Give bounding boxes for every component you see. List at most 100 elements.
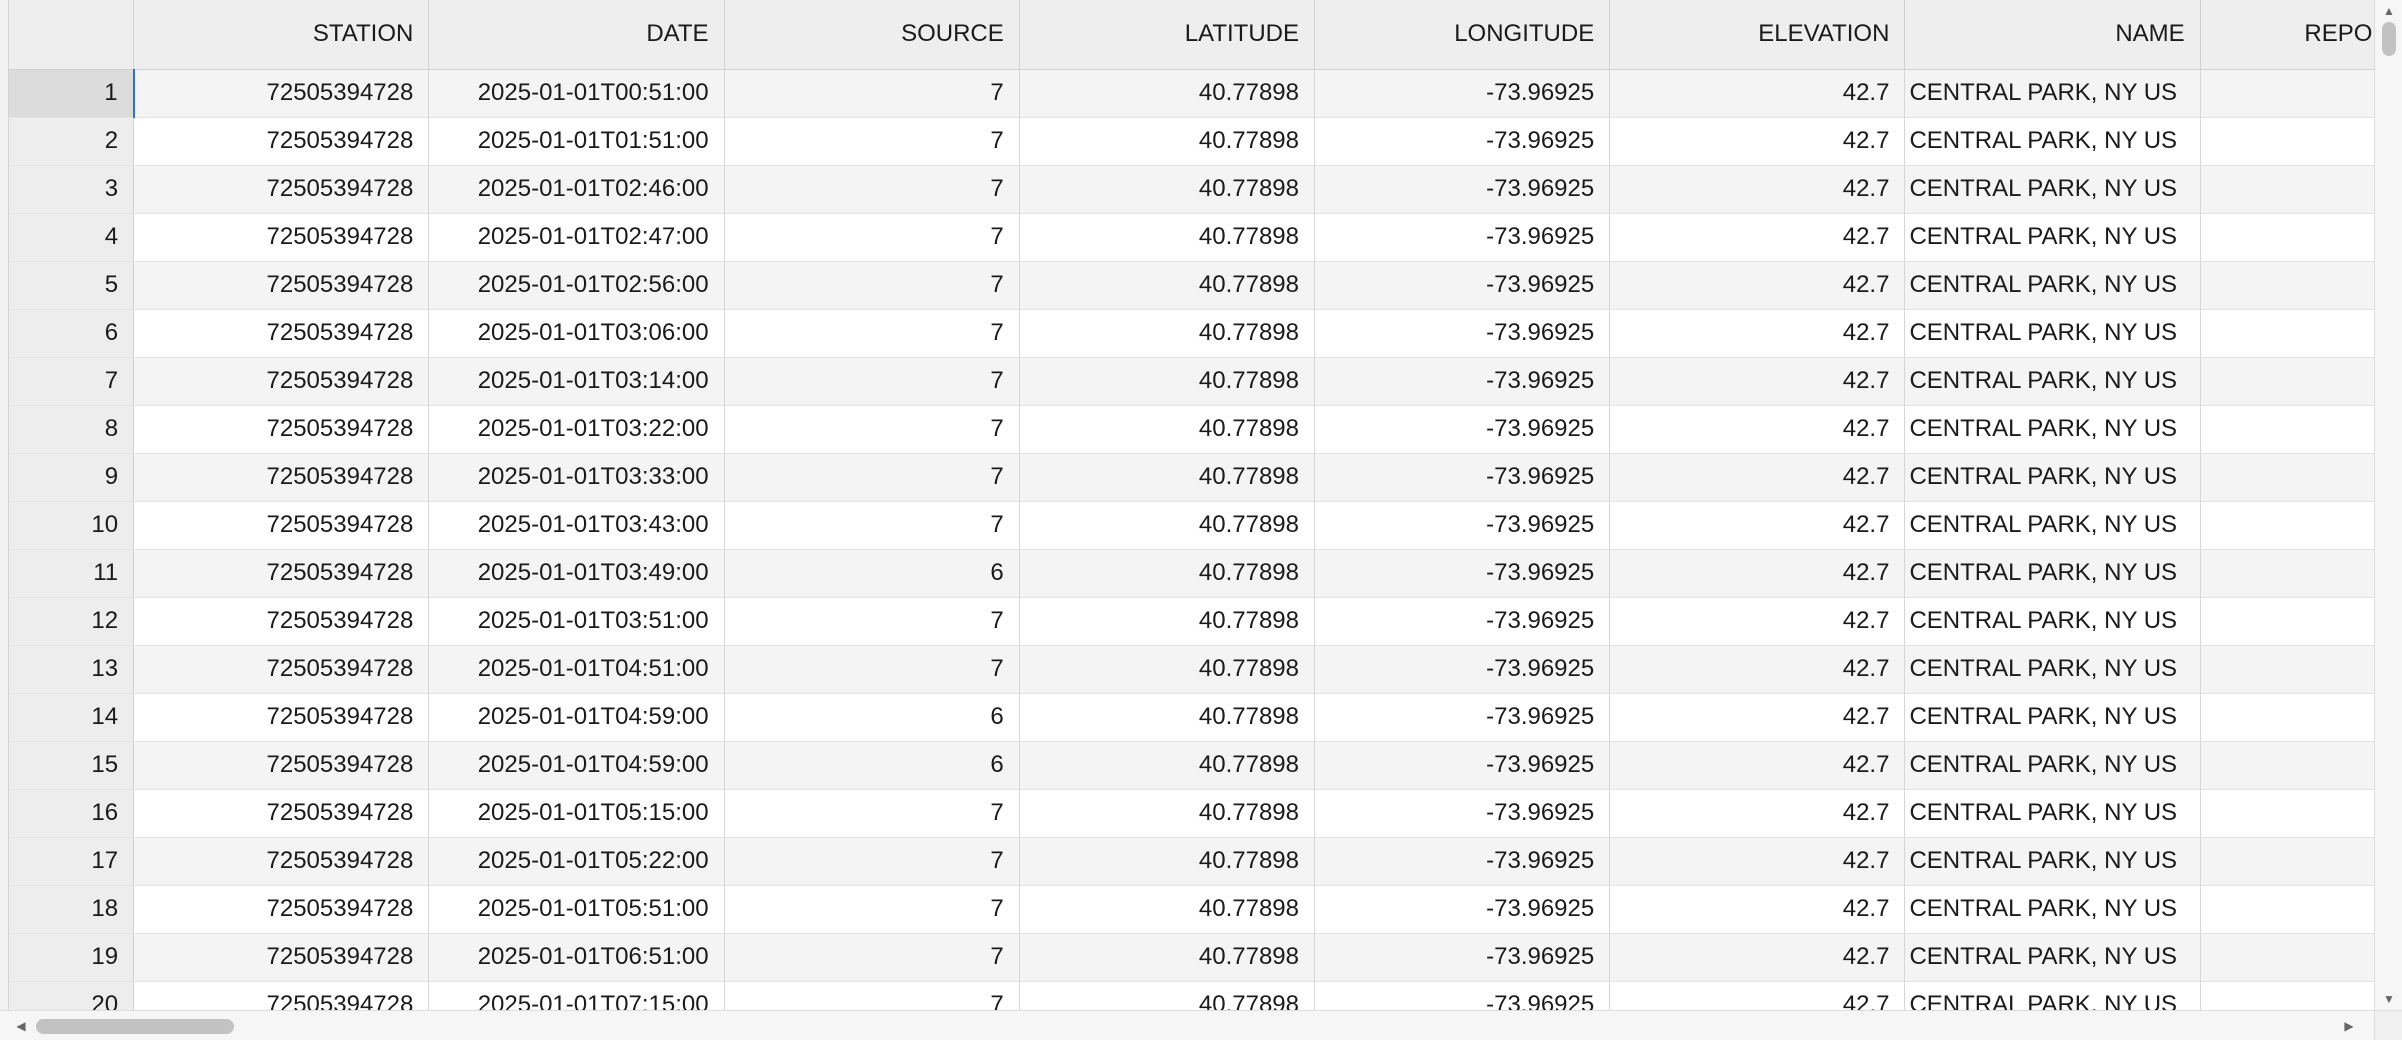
cell-report-type[interactable]: FM-16 [2200,837,2374,886]
cell-latitude[interactable]: 40.77898 [1019,645,1316,694]
cell-report-type[interactable]: FM-16 [2200,309,2374,358]
row-number[interactable]: 18 [8,885,135,934]
cell-station[interactable]: 72505394728 [132,69,430,118]
cell-date[interactable]: 2025-01-01T03:33:00 [428,453,725,502]
cell-elevation[interactable]: 42.7 [1609,981,1906,1010]
cell-elevation[interactable]: 42.7 [1609,117,1906,166]
cell-source[interactable]: 7 [724,357,1020,406]
cell-source[interactable]: 7 [724,933,1020,982]
table-row[interactable]: 10 72505394728 2025-01-01T03:43:00 7 40.7789… [8,501,2374,550]
cell-latitude[interactable]: 40.77898 [1019,453,1316,502]
cell-source[interactable]: 7 [724,837,1020,886]
row-number[interactable]: 20 [8,981,135,1010]
cell-latitude[interactable]: 40.77898 [1019,405,1316,454]
cell-name[interactable]: CENTRAL PARK, NY US [1904,885,2201,934]
cell-station[interactable]: 72505394728 [133,885,430,934]
cell-report-type[interactable]: FM-16 [2200,501,2374,550]
table-row[interactable]: 7 72505394728 2025-01-01T03:14:00 7 40.77898… [8,357,2374,406]
cell-station[interactable]: 72505394728 [133,117,430,166]
cell-date[interactable]: 2025-01-01T03:43:00 [428,501,725,550]
cell-name[interactable]: CENTRAL PARK, NY US [1904,933,2201,982]
cell-longitude[interactable]: -73.96925 [1314,597,1611,646]
cell-elevation[interactable]: 42.7 [1609,933,1906,982]
cell-report-type[interactable]: FM-16 [2200,549,2374,598]
cell-name[interactable]: CENTRAL PARK, NY US [1904,981,2201,1010]
horizontal-scrollbar[interactable]: ◀ ▶ [0,1010,2374,1040]
cell-name[interactable]: CENTRAL PARK, NY US [1904,645,2201,694]
row-number[interactable]: 4 [8,213,135,262]
cell-station[interactable]: 72505394728 [133,741,430,790]
scroll-up-arrow-icon[interactable]: ▲ [2383,4,2395,18]
cell-elevation[interactable]: 42.7 [1609,549,1906,598]
cell-source[interactable]: 7 [724,213,1020,262]
column-header-date[interactable]: DATE [428,0,725,70]
row-number[interactable]: 10 [8,501,135,550]
cell-latitude[interactable]: 40.77898 [1019,309,1316,358]
table-row[interactable]: 17 72505394728 2025-01-01T05:22:00 7 40.7789… [8,837,2374,886]
cell-name[interactable]: CENTRAL PARK, NY US [1904,117,2201,166]
cell-longitude[interactable]: -73.96925 [1314,981,1611,1010]
cell-longitude[interactable]: -73.96925 [1314,741,1611,790]
vertical-scrollbar[interactable]: ▲ ▼ [2374,0,2402,1010]
cell-report-type[interactable]: FM-15 [2200,933,2374,982]
cell-elevation[interactable]: 42.7 [1609,261,1906,310]
cell-station[interactable]: 72505394728 [133,453,430,502]
row-number[interactable]: 7 [8,357,135,406]
table-row[interactable]: 1 72505394728 2025-01-01T00:51:00 7 40.77898… [8,69,2374,118]
cell-date[interactable]: 2025-01-01T05:15:00 [428,789,725,838]
cell-report-type[interactable]: FM-15 [2200,645,2374,694]
cell-source[interactable]: 7 [724,789,1020,838]
cell-longitude[interactable]: -73.96925 [1314,933,1611,982]
cell-source[interactable]: 7 [724,405,1020,454]
cell-longitude[interactable]: -73.96925 [1314,165,1611,214]
cell-latitude[interactable]: 40.77898 [1019,597,1316,646]
cell-source[interactable]: 7 [724,597,1020,646]
cell-date[interactable]: 2025-01-01T02:56:00 [428,261,725,310]
cell-latitude[interactable]: 40.77898 [1019,837,1316,886]
cell-elevation[interactable]: 42.7 [1609,693,1906,742]
cell-elevation[interactable]: 42.7 [1609,213,1906,262]
cell-date[interactable]: 2025-01-01T03:49:00 [428,549,725,598]
cell-elevation[interactable]: 42.7 [1609,405,1906,454]
cell-date[interactable]: 2025-01-01T02:46:00 [428,165,725,214]
cell-longitude[interactable]: -73.96925 [1314,453,1611,502]
cell-latitude[interactable]: 40.77898 [1019,165,1316,214]
scroll-left-arrow-icon[interactable]: ◀ [16,1019,26,1033]
cell-longitude[interactable]: -73.96925 [1314,261,1611,310]
cell-longitude[interactable]: -73.96925 [1314,693,1611,742]
cell-name[interactable]: CENTRAL PARK, NY US [1904,693,2201,742]
cell-report-type[interactable]: FM-16 [2200,357,2374,406]
cell-source[interactable]: 7 [724,309,1020,358]
table-row[interactable]: 13 72505394728 2025-01-01T04:51:00 7 40.7789… [8,645,2374,694]
cell-latitude[interactable]: 40.77898 [1019,69,1316,118]
cell-station[interactable]: 72505394728 [133,309,430,358]
cell-station[interactable]: 72505394728 [133,165,430,214]
row-number[interactable]: 9 [8,453,135,502]
cell-station[interactable]: 72505394728 [133,597,430,646]
cell-report-type[interactable]: FM-16 [2200,789,2374,838]
row-number[interactable]: 14 [8,693,135,742]
row-number[interactable]: 15 [8,741,135,790]
cell-elevation[interactable]: 42.7 [1609,789,1906,838]
cell-latitude[interactable]: 40.77898 [1019,117,1316,166]
cell-source[interactable]: 7 [724,165,1020,214]
cell-longitude[interactable]: -73.96925 [1314,501,1611,550]
cell-report-type[interactable]: FM-16 [2200,981,2374,1010]
cell-report-type[interactable]: FM-15 [2200,69,2374,118]
cell-latitude[interactable]: 40.77898 [1019,693,1316,742]
cell-station[interactable]: 72505394728 [133,837,430,886]
cell-longitude[interactable]: -73.96925 [1314,645,1611,694]
table-row[interactable]: 5 72505394728 2025-01-01T02:56:00 7 40.77898… [8,261,2374,310]
cell-longitude[interactable]: -73.96925 [1314,69,1611,118]
row-number[interactable]: 5 [8,261,135,310]
header-corner[interactable] [8,0,135,70]
scroll-down-arrow-icon[interactable]: ▼ [2383,992,2395,1006]
cell-name[interactable]: CENTRAL PARK, NY US [1904,597,2201,646]
cell-latitude[interactable]: 40.77898 [1019,933,1316,982]
cell-station[interactable]: 72505394728 [133,645,430,694]
cell-date[interactable]: 2025-01-01T03:14:00 [428,357,725,406]
cell-station[interactable]: 72505394728 [133,789,430,838]
cell-date[interactable]: 2025-01-01T01:51:00 [428,117,725,166]
row-number[interactable]: 6 [8,309,135,358]
cell-source[interactable]: 7 [724,645,1020,694]
